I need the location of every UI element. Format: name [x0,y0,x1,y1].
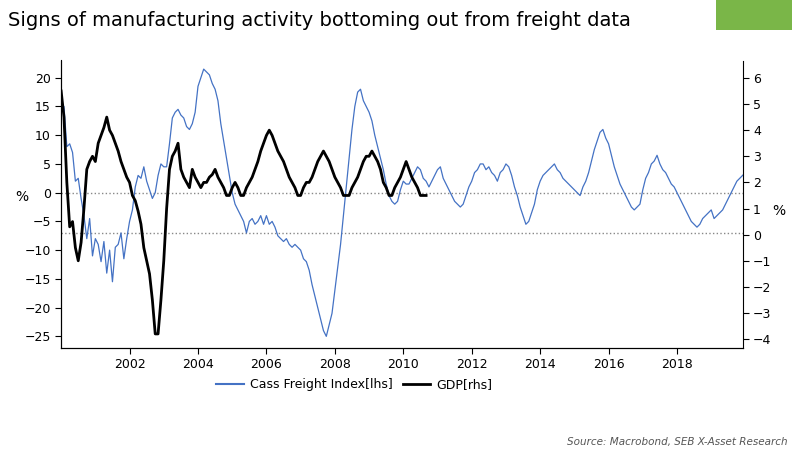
Text: Signs of manufacturing activity bottoming out from freight data: Signs of manufacturing activity bottomin… [8,11,631,30]
Legend: Cass Freight Index[lhs], GDP[rhs]: Cass Freight Index[lhs], GDP[rhs] [211,373,498,396]
Y-axis label: %: % [15,190,28,204]
Text: Source: Macrobond, SEB X-Asset Research: Source: Macrobond, SEB X-Asset Research [567,437,788,447]
Y-axis label: %: % [772,204,785,218]
